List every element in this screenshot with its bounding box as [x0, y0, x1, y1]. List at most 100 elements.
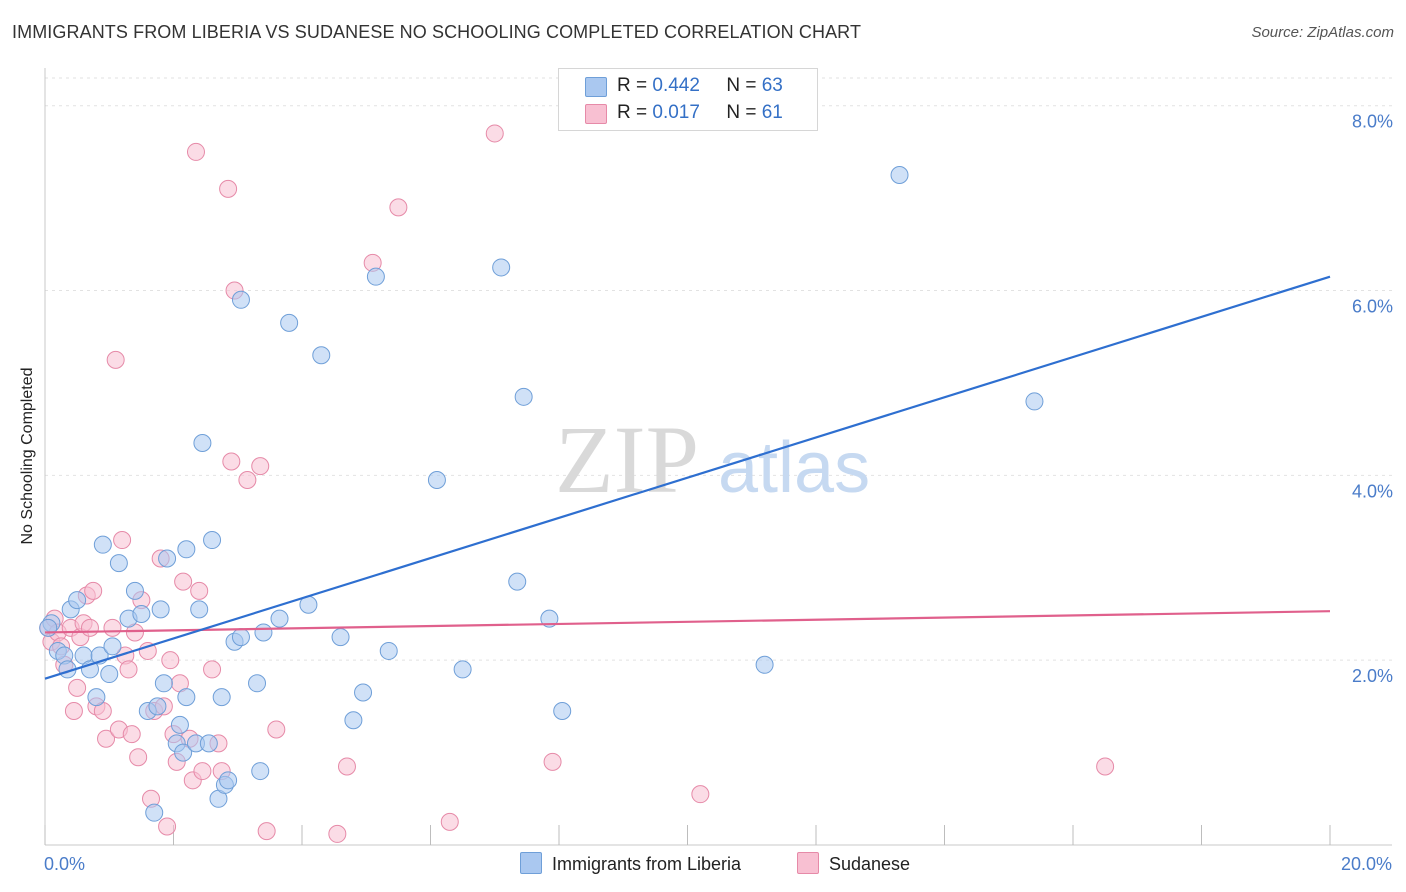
liberia-point [203, 531, 222, 550]
liberia-point [755, 655, 774, 674]
bottom-legend-label-liberia: Immigrants from Liberia [552, 854, 742, 874]
liberia-point [492, 258, 511, 277]
sudanese-point [251, 457, 270, 476]
liberia-trend-line [44, 275, 1331, 680]
legend-n-label-liberia: N = [726, 75, 757, 96]
bottom-legend-swatch-liberia [520, 852, 542, 874]
sudanese-point [186, 142, 205, 161]
liberia-point [177, 540, 196, 559]
chart-title: IMMIGRANTS FROM LIBERIA VS SUDANESE NO S… [12, 22, 862, 42]
liberia-point [174, 743, 193, 762]
liberia-point [212, 688, 231, 707]
liberia-point [68, 591, 87, 610]
liberia-point [1025, 392, 1044, 411]
sudanese-point [190, 581, 209, 600]
x-tick-label-max: 20.0% [1341, 854, 1392, 874]
sudanese-point [485, 124, 504, 143]
trend-lines [44, 275, 1331, 680]
y-tick-label: 8.0% [1352, 112, 1393, 132]
legend-r-value-liberia: 0.442 [652, 75, 700, 96]
liberia-point [344, 711, 363, 730]
sudanese-point [97, 729, 116, 748]
sudanese-point [257, 822, 276, 841]
sudanese-point [161, 651, 180, 670]
sudanese-point [440, 812, 459, 831]
bottom-legend-liberia: Immigrants from Liberia [520, 852, 741, 875]
sudanese-point [267, 720, 286, 739]
sudanese-point [119, 660, 138, 679]
sudanese-point [106, 350, 125, 369]
liberia-point [248, 674, 267, 693]
legend-n-label-sudanese: N = [726, 102, 757, 123]
sudanese-point [543, 752, 562, 771]
liberia-point [514, 387, 533, 406]
liberia-point [354, 683, 373, 702]
liberia-point [312, 346, 331, 365]
sudanese-point [80, 618, 99, 637]
sudanese-point [222, 452, 241, 471]
sudanese-point [328, 824, 347, 843]
sudanese-point [337, 757, 356, 776]
source-credit: Source: ZipAtlas.com [1251, 24, 1394, 41]
axes [44, 68, 1392, 846]
sudanese-point [193, 762, 212, 781]
liberia-point [254, 623, 273, 642]
bottom-legend-label-sudanese: Sudanese [829, 854, 911, 874]
sudanese-point [203, 660, 222, 679]
liberia-point [193, 434, 212, 453]
legend-swatch-liberia [585, 77, 607, 97]
liberia-point [145, 803, 164, 822]
liberia-point [125, 581, 144, 600]
liberia-point [103, 637, 122, 656]
sudanese-point [122, 725, 141, 744]
liberia-point [890, 166, 909, 185]
liberia-point [148, 697, 167, 716]
watermark-atlas: atlas [718, 428, 870, 508]
liberia-point [93, 535, 112, 554]
liberia-point [453, 660, 472, 679]
liberia-point [270, 609, 289, 628]
gridlines [45, 77, 1392, 661]
bottom-legend-swatch-sudanese [797, 852, 819, 874]
liberia-point [39, 618, 58, 637]
liberia-point [151, 600, 170, 619]
liberia-point [231, 628, 250, 647]
liberia-point [100, 665, 119, 684]
liberia-point [379, 641, 398, 660]
tick-labels: 2.0% 4.0% 6.0% 8.0% 0.0% 20.0% [44, 112, 1393, 874]
sudanese-point [1096, 757, 1115, 776]
y-tick-label: 2.0% [1352, 666, 1393, 686]
liberia-point [158, 549, 177, 568]
liberia-point [170, 715, 189, 734]
sudanese-point [389, 198, 408, 217]
y-tick-label: 4.0% [1352, 481, 1393, 501]
liberia-point [87, 688, 106, 707]
liberia-point [231, 290, 250, 309]
sudanese-point [64, 702, 83, 721]
liberia-point [190, 600, 209, 619]
legend-swatch-sudanese [585, 104, 607, 124]
liberia-point [251, 762, 270, 781]
liberia-point [177, 688, 196, 707]
liberia-point [331, 628, 350, 647]
sudanese-point [129, 748, 148, 767]
liberia-point [109, 554, 128, 573]
watermark: ZIP atlas [555, 406, 870, 513]
sudanese-point [174, 572, 193, 591]
liberia-point [540, 609, 559, 628]
sudanese-point [691, 785, 710, 804]
legend-r-label-sudanese: R = [617, 102, 648, 123]
sudanese-point [238, 470, 257, 489]
sudanese-point [158, 817, 177, 836]
sudanese-point [68, 678, 87, 697]
stats-legend: R = 0.442 N = 63 R = 0.017 N = 61 [558, 68, 818, 131]
sudanese-point [113, 531, 132, 550]
legend-n-value-liberia: 63 [761, 75, 783, 96]
sudanese-point [219, 179, 238, 198]
sudanese-point [84, 581, 103, 600]
liberia-point [132, 604, 151, 623]
y-tick-label: 6.0% [1352, 297, 1393, 317]
liberia-point [199, 734, 218, 753]
liberia-point [427, 470, 446, 489]
